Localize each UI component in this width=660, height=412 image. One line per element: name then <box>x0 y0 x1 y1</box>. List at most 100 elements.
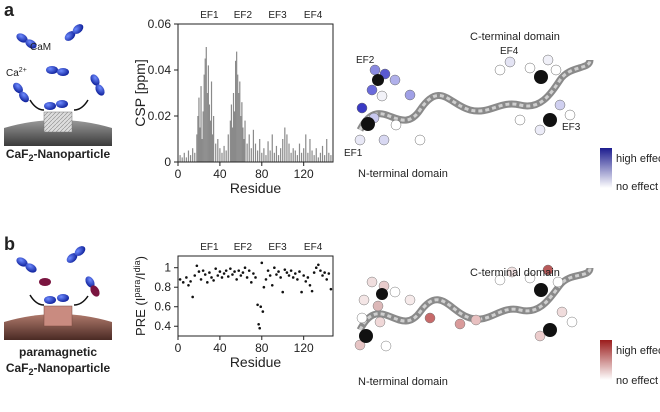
point <box>229 267 232 270</box>
point <box>237 269 241 272</box>
bar <box>315 148 317 162</box>
point <box>245 276 249 279</box>
y-tick-label: 1 <box>164 261 171 275</box>
point <box>279 276 282 279</box>
bar <box>185 157 187 162</box>
point <box>317 263 320 267</box>
bar <box>217 139 219 162</box>
point <box>224 269 228 272</box>
point <box>262 285 266 289</box>
point <box>216 274 220 277</box>
point <box>243 266 247 270</box>
illustration <box>4 246 112 340</box>
x-tick-label: 0 <box>175 341 182 355</box>
legend-label: no effect <box>616 181 658 193</box>
point <box>266 269 270 272</box>
bar <box>203 74 205 162</box>
y-tick-label: 0 <box>164 155 171 169</box>
point <box>287 274 291 277</box>
bar <box>246 143 248 162</box>
bar <box>284 127 286 162</box>
x-tick-label: 80 <box>255 341 269 355</box>
bar <box>204 58 206 162</box>
bar <box>239 81 241 162</box>
bar <box>200 86 202 162</box>
bar <box>300 152 303 162</box>
x-tick-label: 0 <box>175 167 182 181</box>
bar <box>223 145 225 162</box>
annotation: EF3 <box>268 10 287 21</box>
panel-label: b <box>4 234 15 254</box>
bar <box>303 148 305 162</box>
bar <box>243 139 245 162</box>
point <box>185 276 188 279</box>
point <box>199 278 203 281</box>
bar <box>256 150 259 162</box>
bar <box>208 104 211 162</box>
superscript: dia <box>132 260 142 272</box>
illustration-label: CaM <box>30 42 51 53</box>
point <box>259 305 263 309</box>
point <box>222 272 226 275</box>
point <box>323 271 326 274</box>
bar <box>187 150 190 162</box>
bar <box>277 155 280 162</box>
legend-label: high effect <box>616 345 660 357</box>
y-tick-label: 0.02 <box>148 109 172 123</box>
annotation: EF3 <box>268 242 287 253</box>
bar <box>221 152 223 162</box>
point <box>257 322 260 326</box>
point <box>270 283 274 287</box>
point <box>258 326 261 330</box>
point <box>296 278 299 281</box>
annotation: EF2 <box>234 242 253 253</box>
point <box>239 274 243 277</box>
y-tick-label: 0.04 <box>148 63 172 77</box>
point <box>189 280 192 283</box>
point <box>281 290 285 294</box>
bar <box>227 134 229 162</box>
bar <box>313 155 315 162</box>
bar <box>298 143 301 162</box>
point <box>306 276 310 279</box>
x-tick-label: 120 <box>294 167 314 181</box>
point <box>319 269 322 272</box>
bar <box>236 51 238 162</box>
point <box>304 280 308 283</box>
point <box>291 276 295 279</box>
point <box>233 270 236 273</box>
ef-label: EF3 <box>562 122 581 133</box>
point <box>178 278 182 281</box>
annotation: EF1 <box>200 10 219 21</box>
bar <box>197 116 199 162</box>
illustration-label: Ca2+ <box>6 67 27 79</box>
point <box>261 310 265 313</box>
point <box>264 278 268 281</box>
bar <box>207 65 209 162</box>
point <box>212 279 215 282</box>
bar <box>244 120 246 162</box>
point <box>298 270 301 273</box>
illustration-label: paramagnetic <box>19 345 97 359</box>
bar <box>183 152 185 162</box>
point <box>203 273 207 276</box>
bar <box>305 134 307 162</box>
bar <box>271 134 273 162</box>
point <box>206 281 209 284</box>
bar <box>296 155 298 162</box>
bar <box>198 97 200 162</box>
point <box>256 303 259 307</box>
point <box>247 269 251 272</box>
bar <box>263 148 265 162</box>
bar <box>211 134 214 162</box>
domain-label: C-terminal domain <box>470 31 560 43</box>
y-tick-label: 0.8 <box>154 280 171 294</box>
bar <box>231 127 234 162</box>
x-tick-label: 80 <box>255 167 269 181</box>
bar <box>192 148 194 162</box>
bar <box>189 155 192 162</box>
x-tick-label: 120 <box>294 341 314 355</box>
legend-label: no effect <box>616 375 658 387</box>
point <box>308 283 312 287</box>
point <box>300 290 303 294</box>
